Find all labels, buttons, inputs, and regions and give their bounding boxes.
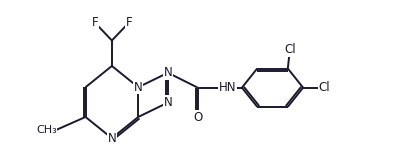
Text: Cl: Cl (318, 81, 330, 94)
Text: HN: HN (219, 81, 236, 94)
Text: O: O (193, 111, 202, 124)
Text: N: N (107, 132, 116, 145)
Text: F: F (92, 16, 98, 29)
Text: Cl: Cl (284, 43, 296, 56)
Text: CH₃: CH₃ (36, 125, 57, 135)
Text: N: N (164, 96, 172, 109)
Text: F: F (126, 16, 132, 29)
Text: N: N (164, 66, 172, 79)
Text: N: N (134, 81, 142, 94)
